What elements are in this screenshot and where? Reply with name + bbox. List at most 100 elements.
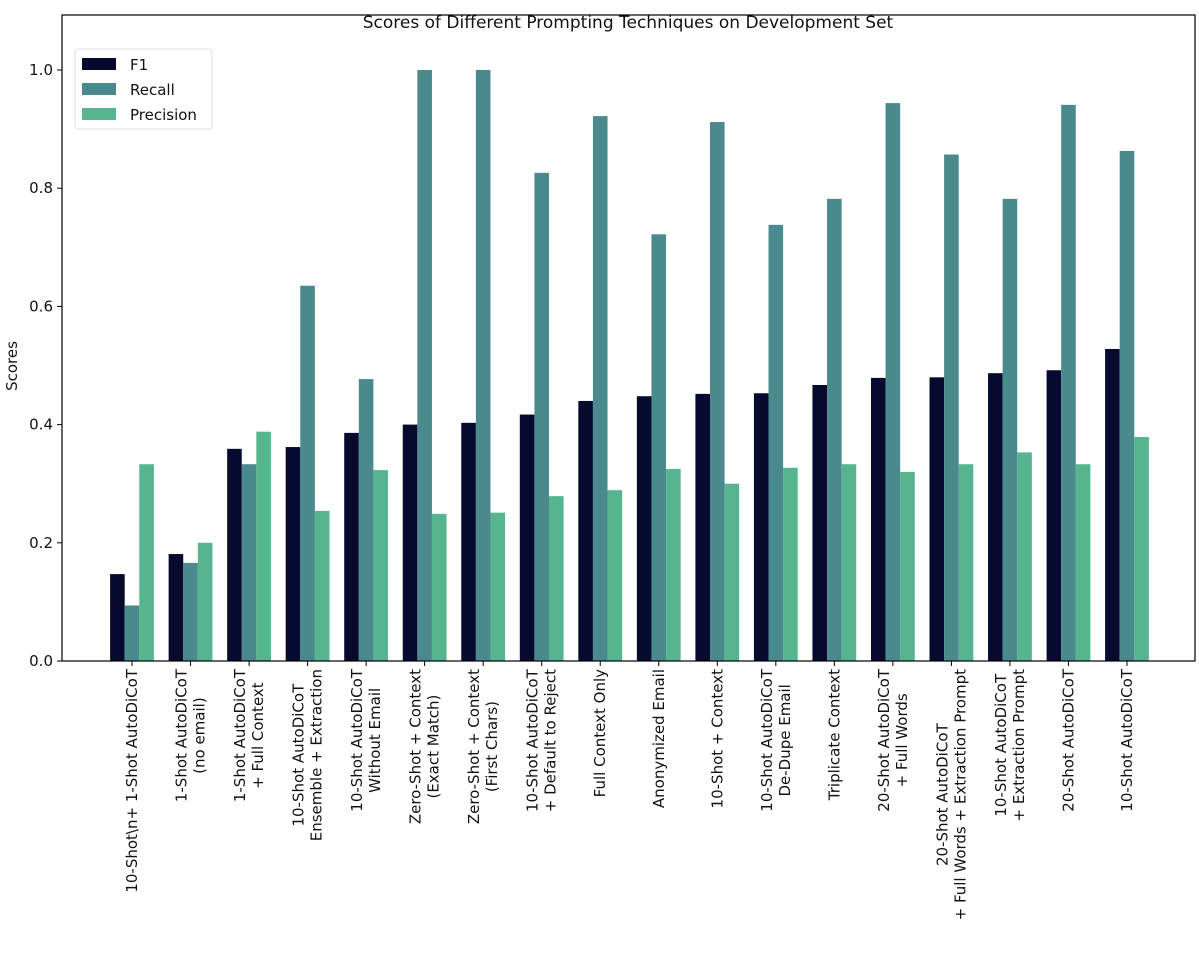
- x-tick-label-line: Without Email: [366, 688, 384, 793]
- bar-f1-17: [1105, 348, 1120, 661]
- x-tick-label-line: + Full Words: [893, 693, 911, 787]
- x-tick-label-line: (no email): [191, 697, 209, 774]
- bar-f1-8: [578, 400, 593, 661]
- bar-recall-0: [124, 605, 140, 661]
- y-tick-label: 0.8: [29, 179, 53, 197]
- bar-recall-11: [768, 224, 784, 662]
- bar-recall-17: [1119, 150, 1135, 662]
- x-tick-label: Zero-Shot + Context (Exact Match): [407, 669, 443, 824]
- bar-recall-3: [300, 285, 315, 661]
- x-tick-label-line: 1-Shot AutoDiCoT: [231, 668, 249, 802]
- x-tick-label: 10-Shot AutoDiCoT De-Dupe Email: [758, 668, 794, 812]
- bar-f1-15: [988, 373, 1003, 661]
- plot-frame: [61, 14, 1196, 662]
- x-tick-label: 10-Shot AutoDiCoT + Extraction Prompt: [992, 669, 1028, 822]
- bar-f1-4: [344, 432, 359, 661]
- y-tick-label: 1.0: [29, 61, 53, 79]
- bar-f1-16: [1046, 370, 1062, 661]
- y-tick-label: 0.2: [29, 534, 53, 552]
- chart-title: Scores of Different Prompting Techniques…: [363, 13, 894, 33]
- x-tick-label: 1-Shot AutoDiCoT + Full Context: [231, 668, 267, 802]
- x-tick-label-line: De-Dupe Email: [776, 684, 794, 796]
- x-tick-label: Anonymized Email: [650, 669, 668, 808]
- x-tick-label: 10-Shot AutoDiCoT Ensemble + Extraction: [290, 669, 326, 841]
- y-tick-label: 0.0: [29, 652, 53, 670]
- x-tick-label-line: (Exact Match): [425, 695, 443, 799]
- x-tick-label-line: 20-Shot AutoDiCoT: [875, 668, 893, 812]
- bar-recall-2: [241, 464, 257, 661]
- x-tick-label-line: Anonymized Email: [650, 669, 668, 808]
- bar-f1-3: [285, 447, 301, 661]
- bar-precision-16: [1075, 464, 1091, 661]
- x-tick-label: 20-Shot AutoDiCoT: [1059, 668, 1077, 812]
- legend-swatch-recall: [82, 83, 116, 95]
- x-tick-label: 10-Shot AutoDiCoT Without Email: [348, 668, 384, 812]
- bar-f1-6: [461, 422, 476, 661]
- x-tick-label-line: + Full Words + Extraction Prompt: [951, 669, 969, 921]
- x-tick-label-line: Triplicate Context: [825, 669, 843, 801]
- bar-precision-4: [373, 470, 389, 661]
- x-tick-label-line: 10-Shot AutoDiCoT: [348, 668, 366, 812]
- bar-precision-2: [256, 431, 271, 661]
- y-axis-label: Scores: [3, 341, 21, 391]
- bar-f1-2: [227, 448, 242, 661]
- bar-recall-15: [1002, 198, 1018, 661]
- bar-recall-6: [475, 70, 491, 661]
- x-tick-label-line: 10-Shot AutoDiCoT: [1118, 668, 1136, 812]
- bar-f1-7: [519, 414, 535, 661]
- bar-precision-8: [607, 490, 623, 661]
- x-tick-label: 10-Shot AutoDiCoT: [1118, 668, 1136, 812]
- x-tick-label-line: 10-Shot AutoDiCoT: [758, 668, 776, 812]
- bar-f1-1: [168, 554, 184, 661]
- x-tick-label-line: 10-Shot + Context: [708, 669, 726, 809]
- bar-precision-9: [666, 468, 681, 661]
- bar-recall-4: [358, 379, 374, 661]
- x-tick-label-line: 20-Shot AutoDiCoT: [933, 723, 951, 867]
- bar-precision-15: [1017, 452, 1032, 661]
- x-tick-label-line: Zero-Shot + Context: [407, 669, 425, 824]
- bar-f1-12: [812, 385, 828, 661]
- bar-f1-10: [695, 393, 710, 661]
- x-tick-label-line: 10-Shot AutoDiCoT: [290, 683, 308, 827]
- x-tick-label: 20-Shot AutoDiCoT + Full Words: [875, 668, 911, 812]
- bar-precision-7: [549, 496, 564, 661]
- bar-f1-5: [402, 424, 418, 661]
- x-tick-label-line: + Extraction Prompt: [1010, 669, 1028, 822]
- x-tick-label: Full Context Only: [591, 669, 609, 797]
- x-tick-label: 10-Shot AutoDiCoT + Default to Reject: [524, 668, 560, 812]
- bar-precision-12: [841, 464, 857, 661]
- y-tick-label: 0.4: [29, 416, 53, 434]
- bar-f1-9: [636, 396, 652, 661]
- bar-precision-1: [197, 542, 213, 661]
- x-tick-label-line: 10-Shot AutoDiCoT: [524, 668, 542, 812]
- x-tick-label-line: 20-Shot AutoDiCoT: [1059, 668, 1077, 812]
- x-tick-label-line: (First Chars): [483, 701, 501, 792]
- bar-recall-12: [827, 198, 842, 661]
- x-tick-label: 10-Shot\n+ 1-Shot AutoDiCoT: [123, 668, 141, 892]
- bar-recall-10: [709, 122, 725, 662]
- bar-recall-7: [534, 172, 550, 662]
- legend-label-f1: F1: [130, 56, 148, 74]
- x-tick-label-line: 1-Shot AutoDiCoT: [173, 668, 191, 802]
- bar-recall-14: [944, 154, 959, 661]
- bar-precision-11: [783, 467, 798, 661]
- legend-swatch-precision: [82, 108, 116, 120]
- x-tick-label-line: + Full Context: [249, 682, 267, 789]
- bar-recall-16: [1061, 104, 1076, 661]
- x-tick-label: 20-Shot AutoDiCoT + Full Words + Extracti…: [933, 669, 969, 921]
- x-tick-label: 1-Shot AutoDiCoT (no email): [173, 668, 209, 802]
- bar-precision-14: [958, 464, 974, 661]
- x-tick-label-line: Zero-Shot + Context: [465, 669, 483, 824]
- x-tick-label: Zero-Shot + Context (First Chars): [465, 669, 501, 824]
- bar-precision-6: [490, 512, 506, 661]
- x-tick-label-line: 10-Shot AutoDiCoT: [992, 673, 1010, 817]
- bar-recall-8: [592, 116, 608, 661]
- x-tick-label: 10-Shot + Context: [708, 669, 726, 809]
- bar-precision-3: [314, 510, 330, 661]
- x-tick-label-line: Full Context Only: [591, 669, 609, 797]
- bar-precision-13: [900, 471, 915, 661]
- x-tick-label-line: Ensemble + Extraction: [308, 669, 326, 841]
- bar-recall-5: [417, 70, 432, 661]
- bar-recall-1: [183, 562, 198, 661]
- bar-recall-9: [651, 234, 667, 661]
